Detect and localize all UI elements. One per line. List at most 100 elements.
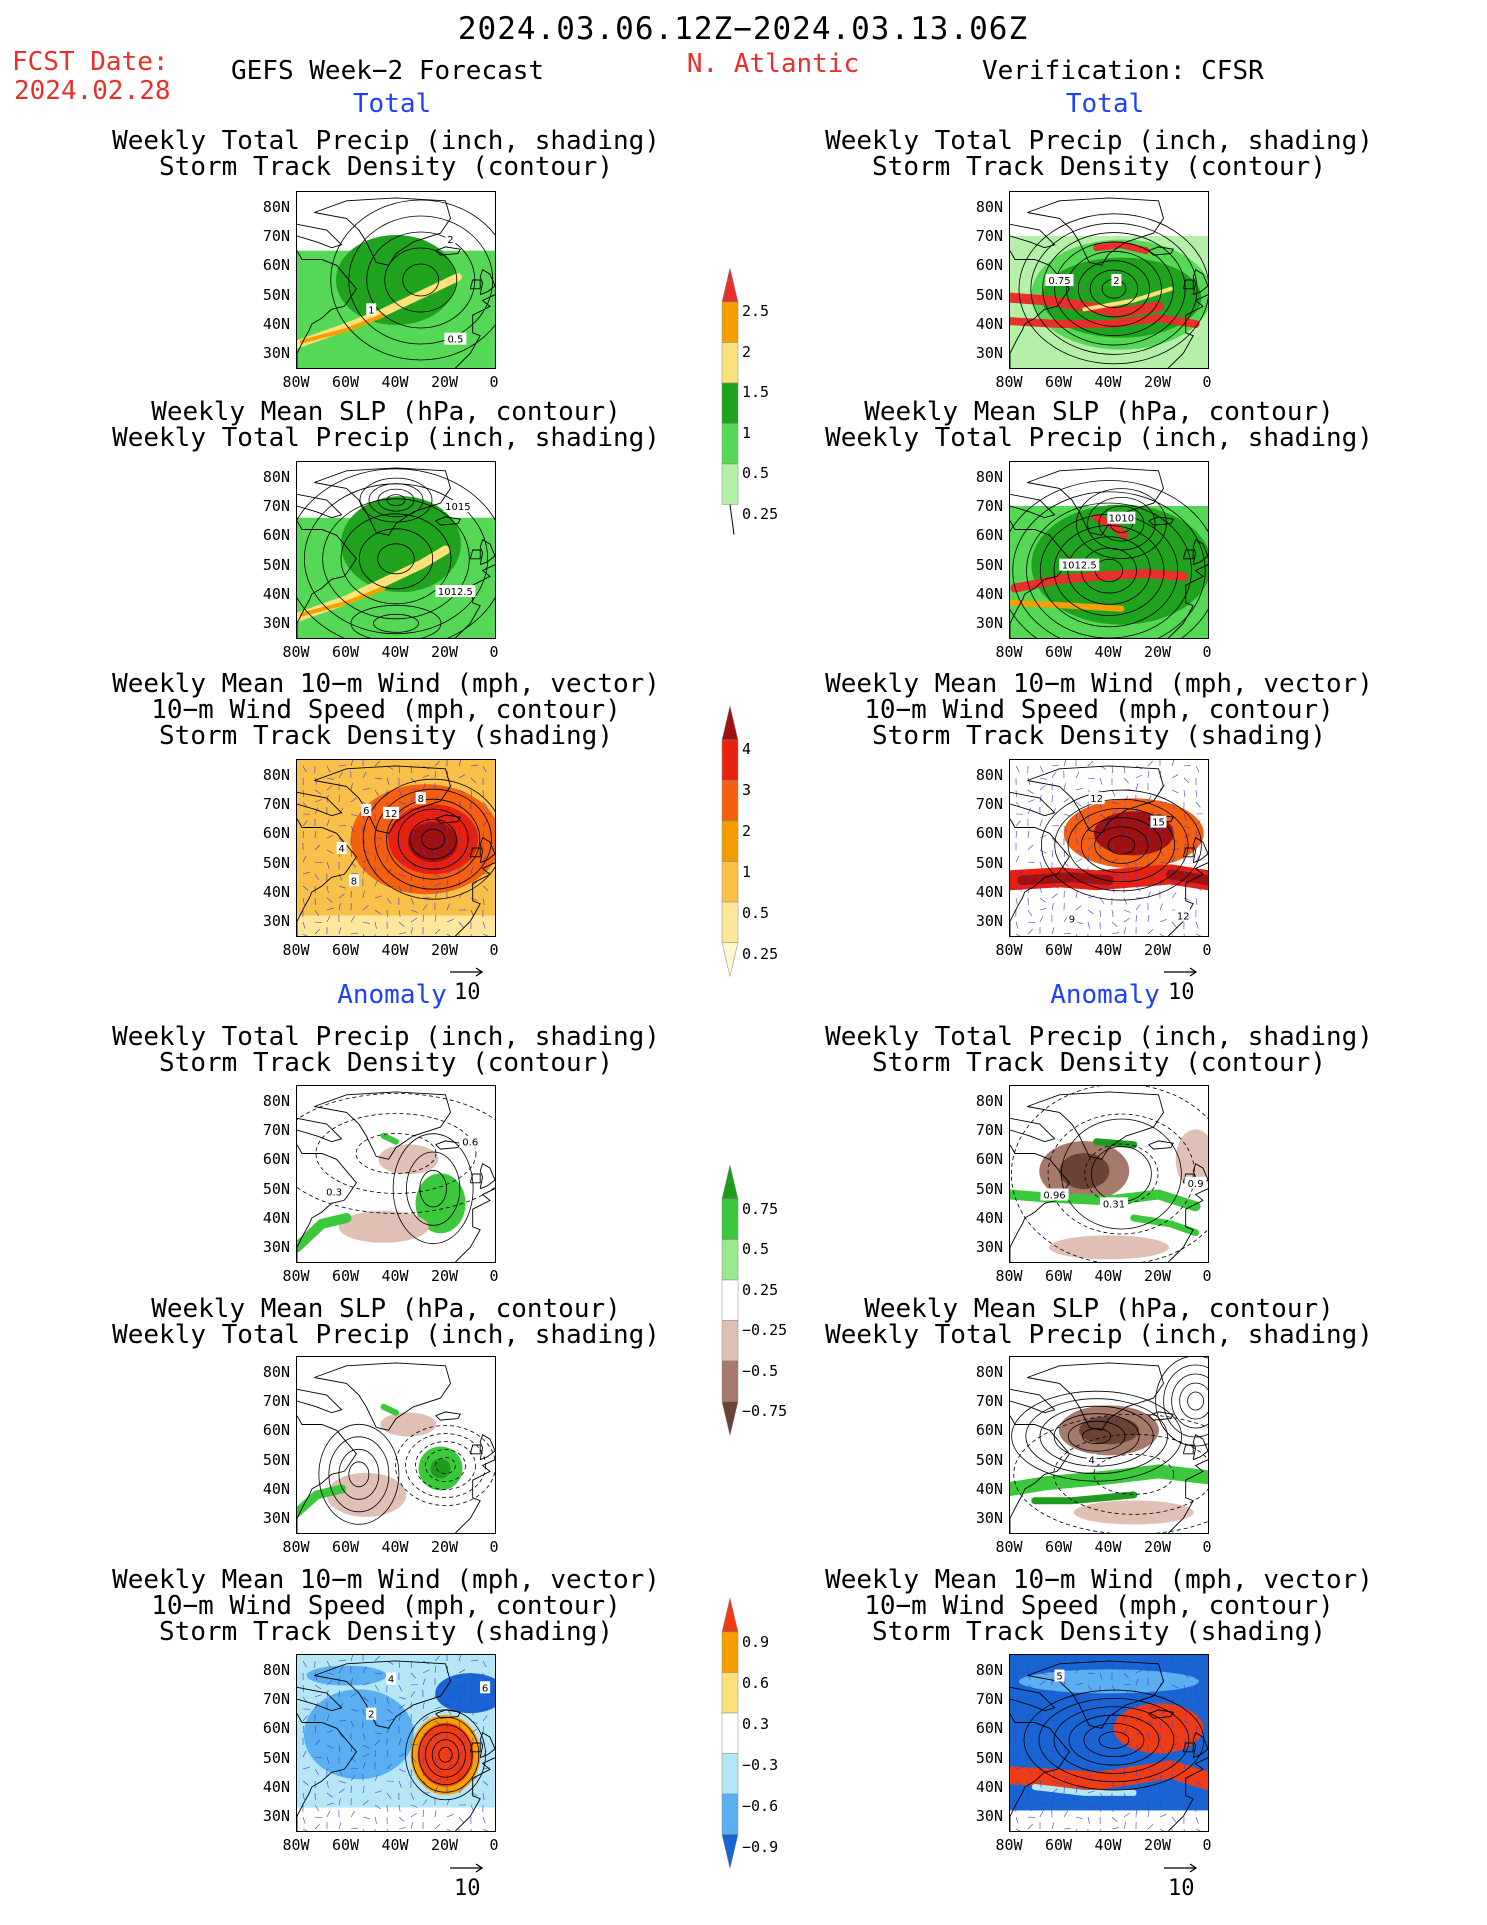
latitude-tick-label: 60N [975, 1150, 1003, 1169]
latitude-tick-label: 50N [262, 1179, 290, 1198]
contour-line [435, 1457, 456, 1474]
latitude-tick-label: 80N [975, 1362, 1003, 1381]
reference-vector-arrow [450, 967, 484, 977]
latitude-tick-label: 80N [262, 467, 290, 486]
colorbar-label: 0.5 [742, 1240, 770, 1258]
coastline [297, 1091, 495, 1262]
contour-line [406, 1151, 461, 1226]
latitude-tick-label: 30N [262, 1238, 290, 1257]
contour-label-box [1107, 511, 1136, 524]
panel-title-line: 10−m Wind Speed (mph, contour) [151, 695, 621, 725]
map-forecast-wind-storm: 6 12 8 4 8 [296, 759, 496, 937]
contour-label-box [1045, 274, 1074, 286]
latitude-tick-label: 60N [975, 1421, 1003, 1440]
colorbar-label: 0.25 [742, 505, 779, 523]
longitude-tick-label: 0 [489, 643, 499, 661]
panel-title-line: Storm Track Density (contour) [159, 152, 613, 182]
contour-line [330, 199, 495, 361]
latitude-tick-label: 40N [975, 315, 1003, 333]
contour-line [1010, 480, 1208, 638]
contour-label: 2 [368, 1710, 374, 1721]
contour-label: 0.3 [326, 1188, 342, 1199]
latitude-tick-label: 70N [975, 1392, 1003, 1410]
contour-line [340, 513, 452, 605]
longitude-tick-label: 20W [1143, 941, 1172, 959]
verification-label: Verification: CFSR [982, 56, 1264, 86]
longitude-tick-label: 60W [331, 643, 360, 661]
latitude-tick-label: 50N [262, 1450, 290, 1469]
precip-band [1031, 1491, 1138, 1505]
coastline [297, 197, 495, 368]
panel-title-line: 10−m Wind Speed (mph, contour) [864, 1591, 1334, 1621]
contour-line [303, 483, 489, 635]
colorbar-label: 0.75 [742, 1200, 779, 1218]
longitude-tick-label: 80W [282, 643, 310, 661]
latitude-tick-label: 40N [975, 883, 1003, 901]
contour-label: 1 [368, 305, 374, 316]
colorbar-label: 0.5 [742, 904, 770, 922]
contour-line [373, 613, 419, 633]
colorbar-swatch [721, 342, 739, 384]
coastline [297, 1362, 495, 1533]
latitude-tick-label: 80N [262, 1660, 290, 1679]
contour-line [1163, 1364, 1208, 1438]
contour-label: 1010 [1109, 514, 1134, 525]
longitude-tick-label: 60W [1044, 1538, 1073, 1556]
latitude-tick-label: 30N [975, 1509, 1003, 1528]
longitude-tick-label: 0 [489, 1538, 499, 1556]
contour-label: 2 [1113, 276, 1119, 287]
contour-line [395, 1425, 495, 1506]
latitude-tick-label: 60N [262, 1719, 290, 1738]
panel-title-line: Weekly Total Precip (inch, shading) [112, 1022, 660, 1052]
contour-line [421, 828, 446, 850]
longitude-tick-label: 80W [282, 1538, 310, 1556]
colorbar-swatch [721, 1279, 739, 1321]
longitude-tick-label: 60W [331, 373, 360, 391]
colorbar-swatch [721, 820, 739, 862]
latitude-tick-label: 50N [262, 285, 290, 304]
panel-title-line: Weekly Total Precip (inch, shading) [112, 423, 660, 453]
latitude-tick-label: 80N [262, 1091, 290, 1110]
map-verification-anomaly-precip-storm: 0.96 0.31 0.9 [1009, 1085, 1209, 1263]
panel-title-line: Weekly Mean 10−m Wind (mph, vector) [112, 1565, 660, 1595]
longitude-tick-label: 40W [381, 1538, 409, 1556]
precip-band [1010, 292, 1164, 318]
latitude-tick-label: 30N [975, 1807, 1003, 1826]
contour-line [425, 1449, 466, 1482]
contour-label-box [1059, 558, 1100, 571]
colorbar-swatch [721, 739, 739, 781]
latitude-tick-label: 70N [975, 497, 1003, 515]
contour-label-box [361, 803, 372, 816]
latitude-tick-label: 30N [975, 614, 1003, 633]
contour-label-box [1099, 1197, 1128, 1210]
contour-line [362, 778, 495, 900]
precip-band [297, 1213, 352, 1253]
colorbar-label: −0.3 [742, 1756, 779, 1774]
coastline [1010, 1660, 1208, 1831]
latitude-tick-label: 50N [975, 1450, 1003, 1469]
contour-label: 0.31 [1103, 1199, 1125, 1210]
longitude-tick-label: 60W [1044, 941, 1073, 959]
latitude-tick-label: 40N [262, 1778, 290, 1796]
longitude-tick-label: 60W [331, 1836, 360, 1854]
colorbar-label: 1 [742, 863, 752, 881]
colorbar-label: −0.9 [742, 1838, 779, 1856]
contour-line [1026, 502, 1192, 638]
latitude-tick-label: 30N [975, 344, 1003, 363]
longitude-tick-label: 40W [1094, 1267, 1122, 1285]
contour-line [1012, 491, 1206, 638]
contour-line [377, 543, 415, 575]
latitude-tick-label: 80N [262, 765, 290, 784]
contour-line [350, 604, 442, 638]
contour-label: 1012.5 [438, 587, 473, 598]
latitude-tick-label: 40N [262, 315, 290, 333]
map-forecast-anomaly-slp-precip [296, 1356, 496, 1534]
contour-line [1068, 1714, 1160, 1766]
panel-title-line: Weekly Total Precip (inch, shading) [825, 126, 1373, 156]
panel-title-line: Weekly Mean SLP (hPa, contour) [864, 397, 1334, 427]
longitude-tick-label: 20W [430, 1836, 459, 1854]
main-title: 2024.03.06.12Z−2024.03.13.06Z [457, 11, 1029, 47]
colorbar-label: 3 [742, 781, 752, 799]
colorbar-swatch [721, 1165, 739, 1200]
contour-line [384, 247, 458, 313]
